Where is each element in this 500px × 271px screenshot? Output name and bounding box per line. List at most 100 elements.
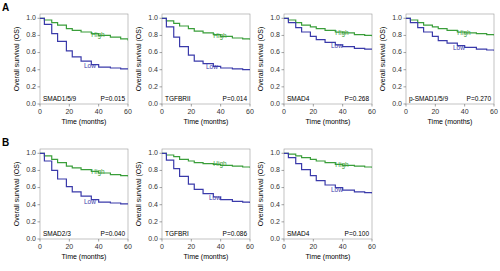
- annotation: Low: [84, 198, 96, 205]
- y-tick-label: 0.2: [392, 83, 402, 90]
- panel-label: A: [2, 2, 9, 13]
- annotation: High: [213, 32, 227, 40]
- x-tick-label: 20: [187, 108, 195, 115]
- plot-frame: [162, 14, 250, 104]
- y-tick: [38, 69, 41, 70]
- x-axis-label: Time (months): [184, 118, 229, 126]
- y-tick-label: 0.4: [392, 66, 402, 73]
- x-tick: [494, 104, 495, 107]
- annotation: P=0.268: [345, 95, 370, 102]
- km-plot: 02040600.00.20.40.60.81.0Time (months)Ov…: [135, 14, 254, 126]
- y-axis-label: Overall survival (OS): [13, 162, 21, 227]
- x-tick: [220, 239, 221, 242]
- y-tick: [38, 153, 41, 154]
- survival-curve: [162, 18, 250, 69]
- survival-curve: [162, 153, 250, 168]
- series-group: [40, 153, 128, 204]
- survival-curve: [40, 153, 128, 176]
- y-tick-label: 1.0: [148, 149, 158, 156]
- y-tick: [38, 187, 41, 188]
- x-tick-label: 0: [38, 108, 42, 115]
- y-tick-label: 0.4: [26, 66, 36, 73]
- x-tick-label: 0: [282, 243, 286, 250]
- annotation: Low: [331, 42, 343, 49]
- y-tick-label: 0.2: [148, 83, 158, 90]
- y-tick-label: 0.2: [26, 83, 36, 90]
- y-tick-label: 1.0: [26, 149, 36, 156]
- y-tick-label: 0.0: [270, 235, 280, 242]
- annotation: P=0.040: [101, 230, 126, 237]
- annotation: Low: [209, 194, 221, 201]
- y-tick-label: 0.4: [26, 201, 36, 208]
- survival-curve: [162, 18, 250, 39]
- y-tick: [160, 187, 163, 188]
- y-tick-label: 1.0: [26, 14, 36, 21]
- y-tick: [282, 69, 285, 70]
- y-tick-label: 0.8: [270, 31, 280, 38]
- y-tick-label: 0.0: [26, 235, 36, 242]
- y-tick: [38, 52, 41, 53]
- y-tick: [38, 204, 41, 205]
- y-tick: [404, 104, 407, 105]
- x-tick-label: 60: [124, 108, 132, 115]
- y-tick-label: 1.0: [270, 14, 280, 21]
- series-group: [284, 18, 372, 49]
- y-tick-label: 0.0: [392, 100, 402, 107]
- x-tick: [464, 104, 465, 107]
- y-tick: [282, 104, 285, 105]
- y-tick: [38, 18, 41, 19]
- plot-frame: [284, 149, 372, 239]
- plot-title: TGFBRII: [165, 95, 191, 102]
- y-tick: [282, 35, 285, 36]
- x-tick: [342, 104, 343, 107]
- km-plot: 02040600.00.20.40.60.81.0Time (months)Ov…: [379, 14, 498, 126]
- annotation: High: [91, 168, 105, 176]
- km-plot: 02040600.00.20.40.60.81.0Time (months)Ov…: [13, 149, 132, 261]
- y-tick: [38, 104, 41, 105]
- y-tick-label: 0.4: [148, 66, 158, 73]
- survival-curve: [284, 153, 372, 193]
- x-tick-label: 20: [309, 108, 317, 115]
- x-tick-label: 40: [217, 108, 225, 115]
- series-group: [40, 18, 128, 69]
- x-tick-label: 0: [160, 108, 164, 115]
- annotation: Low: [84, 62, 96, 69]
- survival-curve: [40, 153, 128, 204]
- x-tick-label: 60: [490, 108, 498, 115]
- x-tick: [162, 239, 163, 242]
- y-tick-label: 0.2: [270, 83, 280, 90]
- y-tick: [282, 204, 285, 205]
- km-plot: 02040600.00.20.40.60.81.0Time (months)Ov…: [13, 14, 132, 126]
- y-tick-label: 0.0: [148, 235, 158, 242]
- survival-curve: [284, 153, 372, 168]
- x-tick: [98, 104, 99, 107]
- x-tick-label: 40: [339, 108, 347, 115]
- x-tick-label: 40: [95, 243, 103, 250]
- x-tick: [40, 239, 41, 242]
- x-tick-label: 60: [368, 243, 376, 250]
- plot-title: p-SMAD1/5/9: [409, 95, 448, 103]
- y-tick: [404, 69, 407, 70]
- y-tick-label: 0.8: [26, 166, 36, 173]
- y-tick: [38, 239, 41, 240]
- x-tick: [220, 104, 221, 107]
- y-tick: [404, 18, 407, 19]
- plot-frame: [284, 14, 372, 104]
- x-axis-label: Time (months): [62, 253, 107, 261]
- annotation: Low: [206, 63, 218, 70]
- y-tick-label: 1.0: [270, 149, 280, 156]
- annotation: P=0.015: [101, 95, 126, 102]
- y-axis-label: Overall survival (OS): [257, 162, 265, 227]
- y-tick-label: 0.0: [26, 100, 36, 107]
- panel-label: B: [2, 137, 9, 148]
- y-tick-label: 0.6: [26, 48, 36, 55]
- y-tick: [404, 86, 407, 87]
- x-tick: [69, 239, 70, 242]
- y-axis-label: Overall survival (OS): [379, 27, 387, 92]
- y-tick: [160, 104, 163, 105]
- x-tick: [128, 239, 129, 242]
- km-plot: 02040600.00.20.40.60.81.0Time (months)Ov…: [257, 149, 376, 261]
- y-tick-label: 0.6: [270, 183, 280, 190]
- x-tick: [250, 239, 251, 242]
- y-tick: [160, 221, 163, 222]
